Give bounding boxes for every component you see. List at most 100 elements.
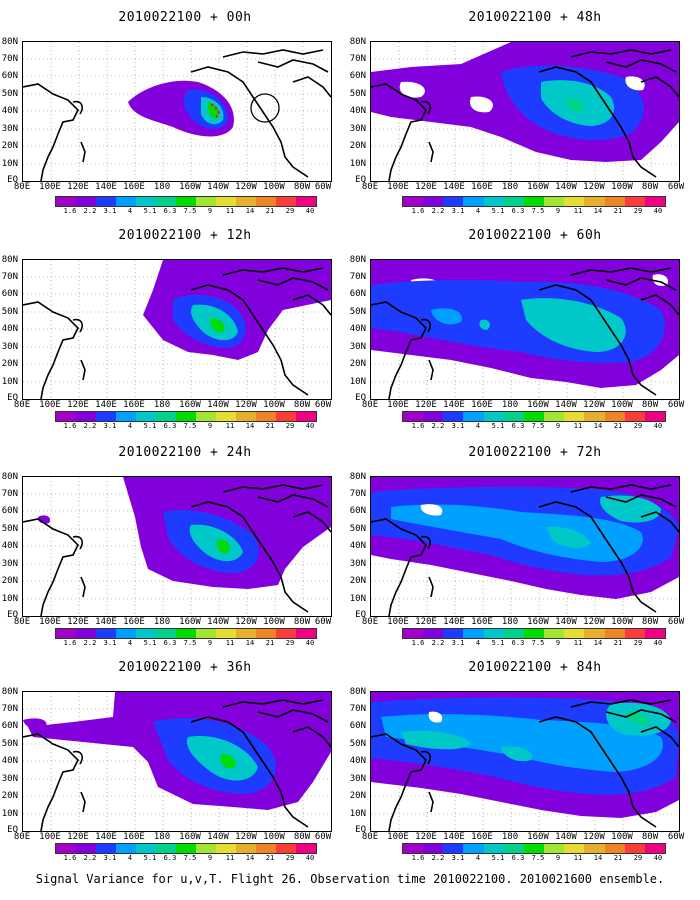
colorbar-label: 3.1 (451, 422, 465, 430)
colorbar-swatch (156, 412, 176, 421)
colorbar-swatch (503, 629, 524, 638)
colorbar-label: 40 (305, 639, 315, 647)
lon-label: 100W (611, 617, 633, 627)
map-panel-60h (370, 259, 680, 400)
lon-label: 80W (293, 832, 311, 842)
colorbar-swatch (236, 197, 256, 206)
lat-label: 70N (349, 54, 366, 64)
lon-label: 180 (153, 617, 171, 627)
panel-title-72h: 2010022100 + 72h (468, 445, 602, 460)
lon-label: 80E (361, 182, 379, 192)
lat-label: 40N (349, 541, 366, 551)
lat-label: 60N (349, 721, 366, 731)
lat-label: EQ (355, 393, 366, 403)
colorbar-swatch (644, 629, 666, 638)
colorbar-swatch (584, 629, 605, 638)
colorbar-swatch (196, 844, 216, 853)
lat-label: 10N (1, 809, 18, 819)
colorbar-label: 21 (265, 854, 275, 862)
colorbar-label: 29 (633, 854, 643, 862)
colorbar-label: 3.1 (451, 639, 465, 647)
lon-label: 100E (39, 400, 61, 410)
colorbar-label: 5.1 (143, 854, 157, 862)
lat-label: EQ (355, 175, 366, 185)
lat-label: 10N (1, 159, 18, 169)
lon-label: 60W (667, 182, 685, 192)
lat-label: 40N (1, 324, 18, 334)
lon-label: 120W (235, 617, 257, 627)
lon-label: 180 (501, 832, 519, 842)
colorbar-swatch (76, 629, 96, 638)
lon-label: 100W (263, 832, 285, 842)
colorbar-label: 1.6 (411, 207, 425, 215)
panel-title-12h: 2010022100 + 12h (118, 228, 252, 243)
colorbar-swatch (236, 629, 256, 638)
colorbar-label: 7.5 (531, 207, 545, 215)
colorbar-swatch (236, 844, 256, 853)
lat-label: EQ (355, 825, 366, 835)
colorbar-label: 40 (305, 207, 315, 215)
map-panel-00h (22, 41, 332, 182)
colorbar (55, 196, 317, 207)
lat-label: 60N (1, 289, 18, 299)
colorbar-swatch (156, 197, 176, 206)
colorbar-swatch (564, 412, 585, 421)
colorbar-swatch (176, 197, 196, 206)
colorbar-label: 11 (225, 422, 235, 430)
lon-label: 120W (235, 400, 257, 410)
lon-label: 140E (443, 182, 465, 192)
colorbar-label: 2.2 (431, 422, 445, 430)
lon-label: 80E (361, 400, 379, 410)
colorbar-swatch (423, 629, 444, 638)
lat-label: 80N (1, 687, 18, 697)
lon-label: 120E (67, 617, 89, 627)
colorbar-swatch (644, 197, 666, 206)
colorbar-label: 40 (305, 422, 315, 430)
lon-label: 60W (314, 617, 332, 627)
colorbar-swatch (176, 844, 196, 853)
lon-label: 100W (611, 182, 633, 192)
lat-label: 40N (1, 756, 18, 766)
colorbar-swatch (76, 197, 96, 206)
colorbar-swatch (463, 412, 484, 421)
colorbar-swatch (403, 629, 424, 638)
lon-label: 80E (13, 400, 31, 410)
map-panel-84h (370, 691, 680, 832)
colorbar-label: 21 (613, 854, 623, 862)
colorbar-swatch (423, 844, 444, 853)
colorbar-label: 40 (653, 639, 663, 647)
colorbar-label: 2.2 (83, 422, 97, 430)
lat-label: 10N (1, 594, 18, 604)
lon-label: 120E (415, 400, 437, 410)
colorbar-swatch (604, 412, 625, 421)
lon-label: 160W (179, 617, 201, 627)
colorbar-label: 14 (245, 422, 255, 430)
lon-label: 140E (95, 832, 117, 842)
lon-label: 100W (611, 832, 633, 842)
colorbar-label: 9 (555, 422, 561, 430)
panel-title-48h: 2010022100 + 48h (468, 10, 602, 25)
lon-label: 180 (153, 182, 171, 192)
lat-label: 50N (349, 524, 366, 534)
lat-label: 30N (1, 342, 18, 352)
lat-label: 30N (1, 124, 18, 134)
map-panel-48h (370, 41, 680, 182)
panel-title-60h: 2010022100 + 60h (468, 228, 602, 243)
lat-label: 50N (349, 739, 366, 749)
lat-label: 70N (1, 704, 18, 714)
lat-label: 60N (349, 506, 366, 516)
lat-label: 20N (349, 791, 366, 801)
lon-label: 60W (667, 400, 685, 410)
colorbar-swatch (236, 412, 256, 421)
colorbar-label: 29 (285, 207, 295, 215)
lon-label: 120E (67, 182, 89, 192)
lat-label: 30N (349, 559, 366, 569)
colorbar-label: 5.1 (491, 207, 505, 215)
colorbar-swatch (216, 844, 236, 853)
colorbar-label: 21 (265, 207, 275, 215)
lon-label: 160E (123, 400, 145, 410)
colorbar-swatch (604, 844, 625, 853)
lon-label: 120E (415, 182, 437, 192)
lon-label: 120E (67, 832, 89, 842)
lat-label: 10N (349, 377, 366, 387)
